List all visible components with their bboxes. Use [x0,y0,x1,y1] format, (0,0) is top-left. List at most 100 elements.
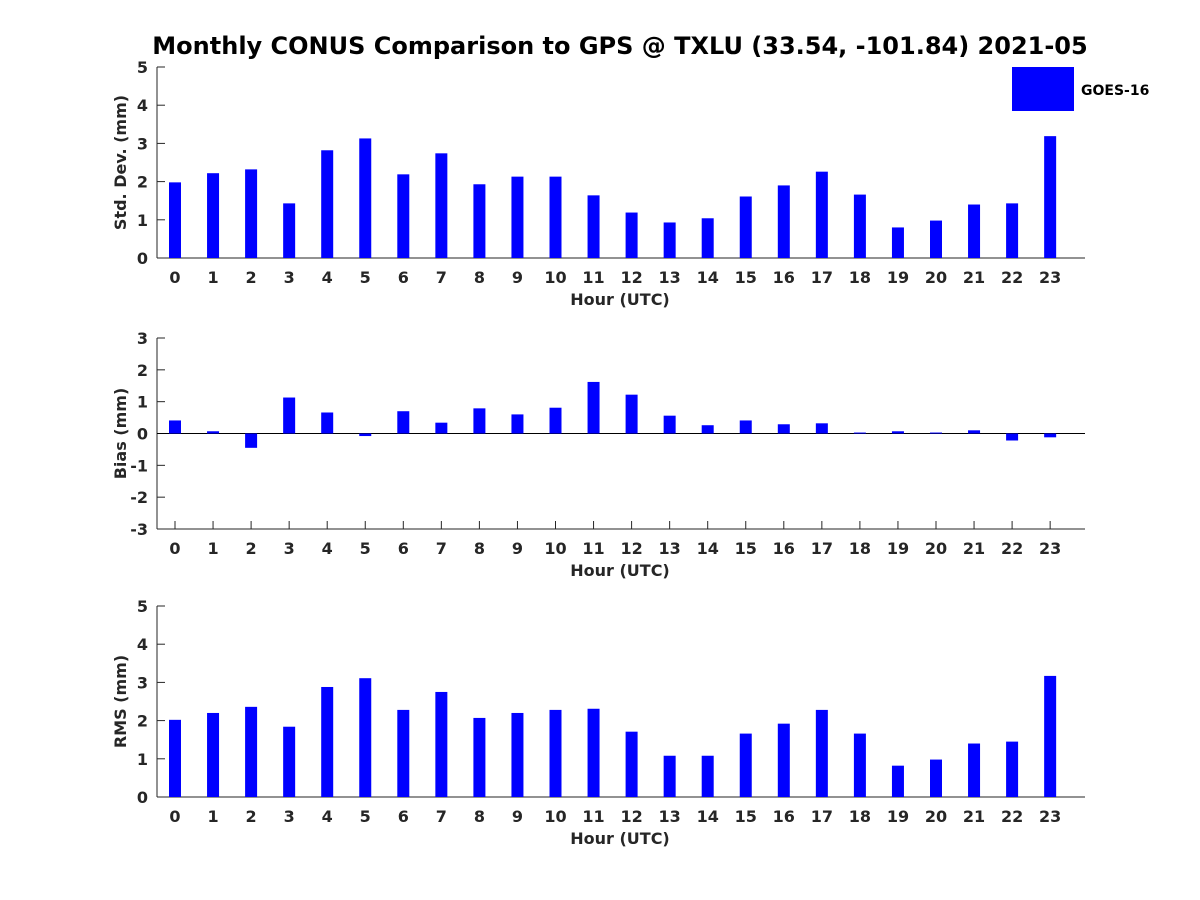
bar [815,709,828,797]
legend-label: GOES-16 [1081,83,1149,99]
x-tick-label: 3 [284,807,295,826]
bar [663,755,676,797]
bar [930,432,942,434]
x-tick-label: 10 [544,539,566,558]
bar [777,185,790,258]
bar [815,171,828,258]
y-tick-label: 0 [137,425,148,444]
bar [891,431,904,434]
y-tick-label: 3 [137,134,148,153]
y-axis-label: RMS (mm) [111,655,130,748]
legend-swatch [1012,67,1074,111]
x-tick-label: 12 [620,807,642,826]
x-tick-label: 20 [925,268,947,287]
x-tick-label: 14 [697,539,719,558]
x-tick-label: 1 [207,268,218,287]
bar [511,712,524,797]
x-tick-label: 8 [474,539,485,558]
x-tick-label: 22 [1001,268,1023,287]
x-tick-label: 21 [963,268,985,287]
x-tick-label: 7 [436,539,447,558]
y-tick-label: 1 [137,211,148,230]
bar [207,712,220,797]
bar [359,138,372,258]
bar [968,204,981,258]
x-tick-label: 11 [582,539,604,558]
x-tick-label: 13 [659,807,681,826]
bar [511,176,524,258]
x-tick-label: 7 [436,807,447,826]
y-axis-label: Std. Dev. (mm) [111,95,130,230]
x-tick-label: 4 [322,268,333,287]
bar [1044,136,1057,258]
y-tick-label: 1 [137,393,148,412]
x-tick-label: 2 [246,539,257,558]
bar [473,184,486,258]
x-tick-label: 14 [697,268,719,287]
bar [663,415,676,434]
bar [625,212,638,258]
bar [435,153,448,258]
x-tick-label: 20 [925,539,947,558]
x-tick-label: 22 [1001,539,1023,558]
bar [739,420,752,434]
x-tick-label: 9 [512,268,523,287]
x-tick-label: 13 [659,539,681,558]
bar [1044,675,1057,797]
x-tick-label: 4 [322,539,333,558]
y-tick-label: 3 [137,329,148,348]
x-tick-label: 5 [360,807,371,826]
x-axis-label: Hour (UTC) [570,829,670,848]
x-tick-label: 13 [659,268,681,287]
bar [853,733,866,797]
x-tick-label: 19 [887,539,909,558]
bar [321,412,334,434]
bar [777,424,790,434]
bar [701,425,714,434]
bar [473,408,486,434]
bar [815,423,828,434]
bar [1006,741,1019,797]
bar [169,182,181,258]
bar [587,195,600,258]
x-tick-label: 16 [773,268,795,287]
bar [930,220,942,258]
bar [549,176,562,258]
x-tick-label: 12 [620,268,642,287]
x-tick-label: 18 [849,807,871,826]
x-tick-label: 15 [735,539,757,558]
x-tick-label: 16 [773,807,795,826]
x-tick-label: 11 [582,268,604,287]
bar [739,733,752,797]
y-tick-label: -2 [130,488,148,507]
bar [511,414,524,434]
bar [891,765,904,797]
x-tick-label: 15 [735,268,757,287]
x-tick-label: 6 [398,268,409,287]
x-tick-label: 22 [1001,807,1023,826]
x-tick-label: 1 [207,807,218,826]
bar [283,397,296,434]
x-tick-label: 11 [582,807,604,826]
bar [853,194,866,258]
bar [321,150,334,258]
x-tick-label: 23 [1039,268,1061,287]
bar [891,227,904,258]
legend: GOES-16 [1012,67,1149,111]
x-tick-label: 18 [849,268,871,287]
bar [625,394,638,434]
bar [739,196,752,258]
x-tick-label: 17 [811,807,833,826]
bar [968,743,981,797]
x-tick-label: 18 [849,539,871,558]
bar [169,719,181,797]
y-tick-label: 1 [137,750,148,769]
x-tick-label: 4 [322,807,333,826]
bar [625,731,638,797]
bar [701,218,714,258]
x-axis-label: Hour (UTC) [570,561,670,580]
